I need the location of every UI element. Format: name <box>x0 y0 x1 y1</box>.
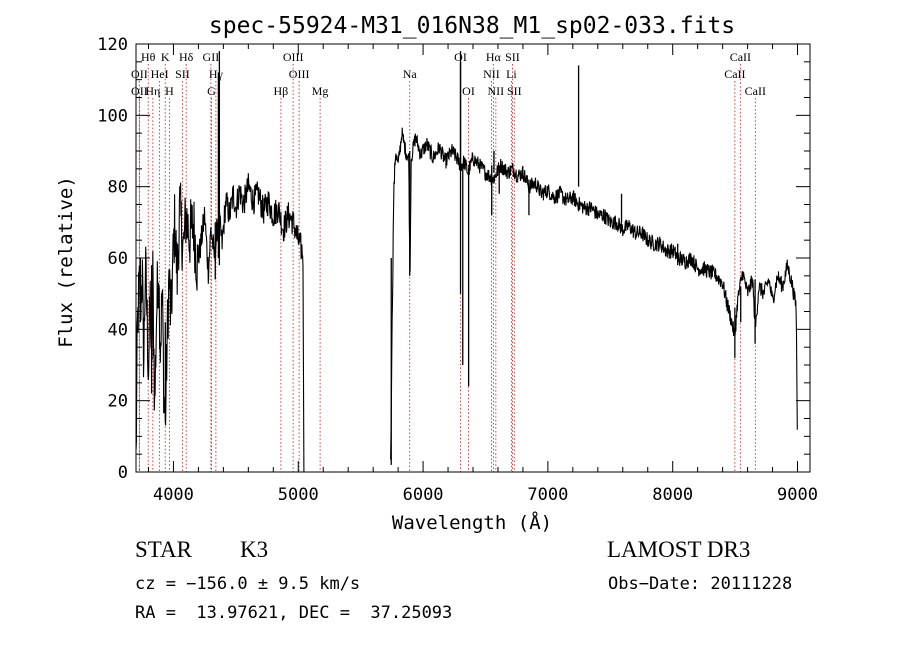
y-tick-label: 100 <box>97 106 128 126</box>
line-label: OII <box>131 67 148 81</box>
x-axis-label: Wavelength (Å) <box>392 511 552 534</box>
line-label: CaII <box>730 50 751 64</box>
y-tick-label: 120 <box>97 35 128 55</box>
y-axis: 0 20 40 60 80 100 120 <box>97 35 810 483</box>
object-class: STAR <box>135 537 192 562</box>
line-label: GII <box>203 50 220 64</box>
line-label: HeI <box>151 67 169 81</box>
plot-frame <box>135 43 811 473</box>
line-label: K <box>161 50 170 64</box>
line-label: CaII <box>745 84 766 98</box>
x-tick-label: 4000 <box>153 485 194 505</box>
y-tick-label: 40 <box>108 320 128 340</box>
y-tick-label: 60 <box>108 249 128 269</box>
line-label: Hθ <box>141 50 156 64</box>
line-label: Hη <box>145 84 160 98</box>
x-tick-label: 7000 <box>527 485 568 505</box>
emission-line-markers <box>138 64 756 472</box>
y-tick-label: 0 <box>118 463 128 483</box>
line-label: Li <box>506 67 517 81</box>
line-label: Hδ <box>179 50 194 64</box>
flux-series-line <box>135 127 798 473</box>
line-label: Hα <box>486 50 502 64</box>
x-axis: 4000 5000 6000 7000 8000 9000 <box>147 44 818 505</box>
line-label: OI <box>462 84 475 98</box>
line-label: SII <box>505 50 520 64</box>
x-tick-label: 9000 <box>777 485 818 505</box>
y-axis-label: Flux (relative) <box>55 176 77 348</box>
observation-date: Obs−Date: 20111228 <box>608 574 793 594</box>
line-label: G <box>207 84 216 98</box>
x-tick-label: 5000 <box>278 485 319 505</box>
line-label: OIII <box>283 50 304 64</box>
line-label: CaII <box>724 67 745 81</box>
sky-coordinates: RA = 13.97621, DEC = 37.25093 <box>135 603 453 623</box>
y-tick-label: 20 <box>108 392 128 412</box>
line-label: OII <box>131 84 148 98</box>
line-label: OIII <box>289 67 310 81</box>
line-label: H <box>165 84 174 98</box>
flux-spikes <box>139 51 756 465</box>
line-label: NII <box>488 84 505 98</box>
line-label: Mg <box>312 84 329 98</box>
y-tick-label: 80 <box>108 178 128 198</box>
line-label: NII <box>483 67 500 81</box>
survey-name: LAMOST DR3 <box>607 537 751 562</box>
x-tick-label: 8000 <box>652 485 693 505</box>
line-label: SII <box>507 84 522 98</box>
object-subclass: K3 <box>240 537 269 562</box>
line-label: Na <box>403 67 418 81</box>
line-label: Hγ <box>209 67 224 81</box>
line-label: SII <box>175 67 190 81</box>
redshift-value: cz = −156.0 ± 9.5 km/s <box>135 574 361 594</box>
x-tick-label: 6000 <box>403 485 444 505</box>
line-label: Hβ <box>274 84 289 98</box>
chart-title: spec-55924-M31_016N38_M1_sp02-033.fits <box>209 13 735 39</box>
